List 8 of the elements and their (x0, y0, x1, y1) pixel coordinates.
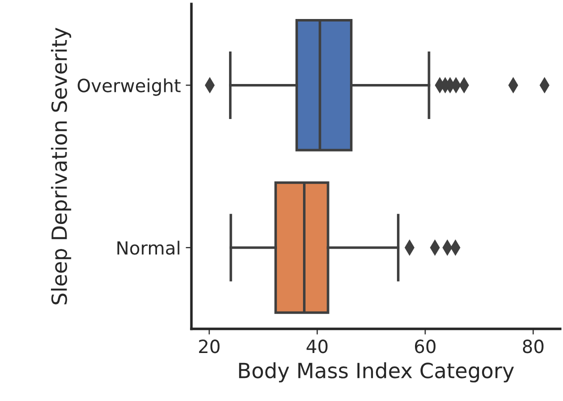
x-axis-title: Body Mass Index Category (239, 362, 514, 382)
x-tick-label: 60 (414, 340, 436, 354)
y-tick-label: Normal (117, 240, 180, 255)
x-tick-label: 40 (306, 340, 328, 354)
x-tick-label: 20 (199, 340, 220, 354)
y-axis-title: Sleep Deprivation Severity (50, 28, 72, 304)
x-tick-label: 80 (522, 340, 544, 354)
y-tick-label: Overweight (78, 78, 181, 96)
